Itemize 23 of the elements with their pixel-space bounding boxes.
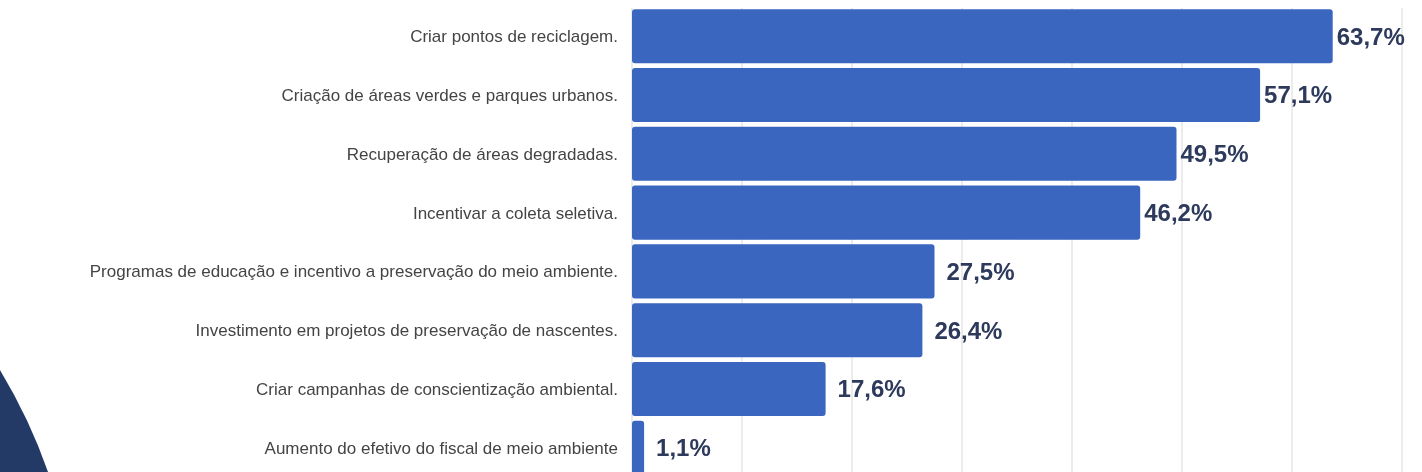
data-label: 26,4%	[934, 316, 1003, 344]
y-tick-label: Programas de educação e incentivo a preservação do meio ambiente.	[89, 262, 618, 282]
bar	[632, 303, 923, 358]
data-label: 63,7%	[1336, 22, 1405, 50]
y-tick-label: Aumento do efetivo do fiscal de meio ambiente	[264, 438, 618, 458]
data-label: 49,5%	[1180, 140, 1249, 168]
data-label: 17,6%	[837, 375, 906, 403]
bar	[632, 361, 826, 417]
data-label: 27,5%	[946, 257, 1015, 285]
data-label: 46,2%	[1144, 199, 1213, 226]
bar	[632, 185, 1141, 240]
bar	[632, 126, 1177, 181]
bar	[632, 67, 1261, 123]
y-tick-label: Criar pontos de reciclagem.	[410, 27, 618, 47]
y-tick-label: Incentivar a coleta seletiva.	[412, 203, 618, 223]
data-label: 57,1%	[1264, 81, 1333, 109]
y-tick-label: Investimento em projetos de preservação de nascentes.	[195, 321, 618, 341]
y-tick-label: Criação de áreas verdes e parques urbanos.	[281, 85, 618, 105]
y-tick-label: Criar campanhas de conscientização ambiental.	[256, 379, 618, 399]
data-label: 1,1%	[656, 434, 711, 462]
bar	[632, 9, 1333, 64]
bar	[632, 244, 935, 299]
y-tick-label: Recuperação de áreas degradadas.	[346, 144, 618, 164]
